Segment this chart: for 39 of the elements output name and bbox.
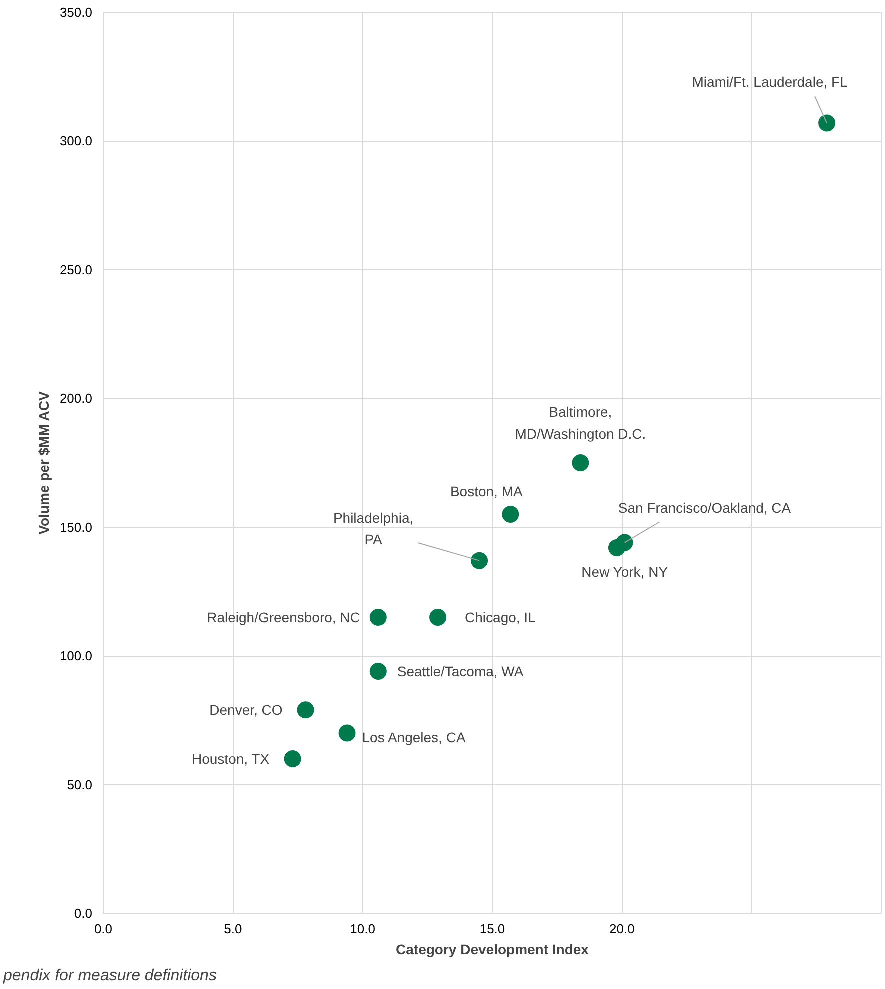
- point: [471, 552, 488, 570]
- text: pendix for measure definitions: [2, 968, 217, 984]
- y-tick-label: 250.0: [60, 262, 93, 278]
- point: [338, 724, 356, 742]
- annotation: San Francisco/Oakland, CA: [618, 500, 792, 516]
- x-axis-title: Category Development Index: [396, 942, 590, 958]
- x-tick-label: 5.0: [224, 922, 242, 936]
- y-tick-label: 200.0: [60, 391, 93, 406]
- x-tick-label: 10.0: [350, 922, 376, 936]
- x-tick-label: 0.0: [94, 922, 113, 936]
- annotation: Raleigh/Greensboro, NC: [207, 609, 360, 626]
- point: [818, 114, 836, 132]
- x-tick-label: 20.0: [610, 922, 635, 936]
- annotation: Baltimore, MD/Washington D.C.: [515, 404, 646, 442]
- y-tick-label: 300.0: [60, 134, 93, 149]
- x-tick-label: 15.0: [480, 922, 506, 936]
- y-tick-label: 50.0: [67, 777, 93, 792]
- y-tick-label: 100.0: [60, 648, 93, 664]
- y-axis-title: Volume per $MM ACV: [36, 391, 52, 535]
- annotation: Philadelphia, PA: [333, 510, 414, 548]
- point: [430, 608, 447, 626]
- point: [370, 608, 387, 626]
- point: [608, 539, 626, 556]
- point: [502, 506, 520, 523]
- annotation: Chicago, IL: [465, 609, 536, 626]
- annotation: Boston, MA: [450, 483, 524, 500]
- y-tick-label: 150.0: [60, 520, 93, 535]
- point: [297, 702, 314, 719]
- y-tick-label: 0.0: [74, 906, 93, 921]
- point: [370, 663, 387, 680]
- annotation: Seattle/Tacoma, WA: [397, 664, 524, 680]
- annotation: Los Angeles, CA: [362, 729, 466, 746]
- annotation: New York, NY: [582, 564, 669, 580]
- annotation: Denver, CO: [210, 702, 283, 718]
- annotation: Houston, TX: [192, 751, 270, 768]
- point: [572, 454, 590, 472]
- annotation: Miami/Ft. Lauderdale, FL: [692, 74, 848, 90]
- point: [284, 750, 302, 768]
- y-tick-label: 350.0: [60, 5, 93, 20]
